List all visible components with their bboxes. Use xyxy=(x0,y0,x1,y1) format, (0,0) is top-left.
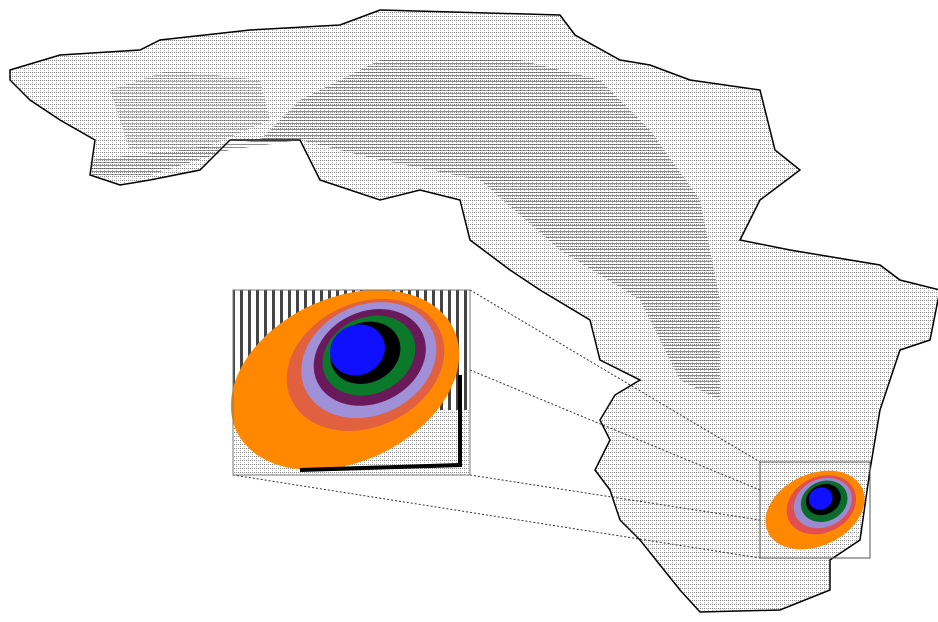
page xyxy=(0,0,938,622)
mesh-map xyxy=(0,0,938,622)
inset xyxy=(202,255,489,505)
